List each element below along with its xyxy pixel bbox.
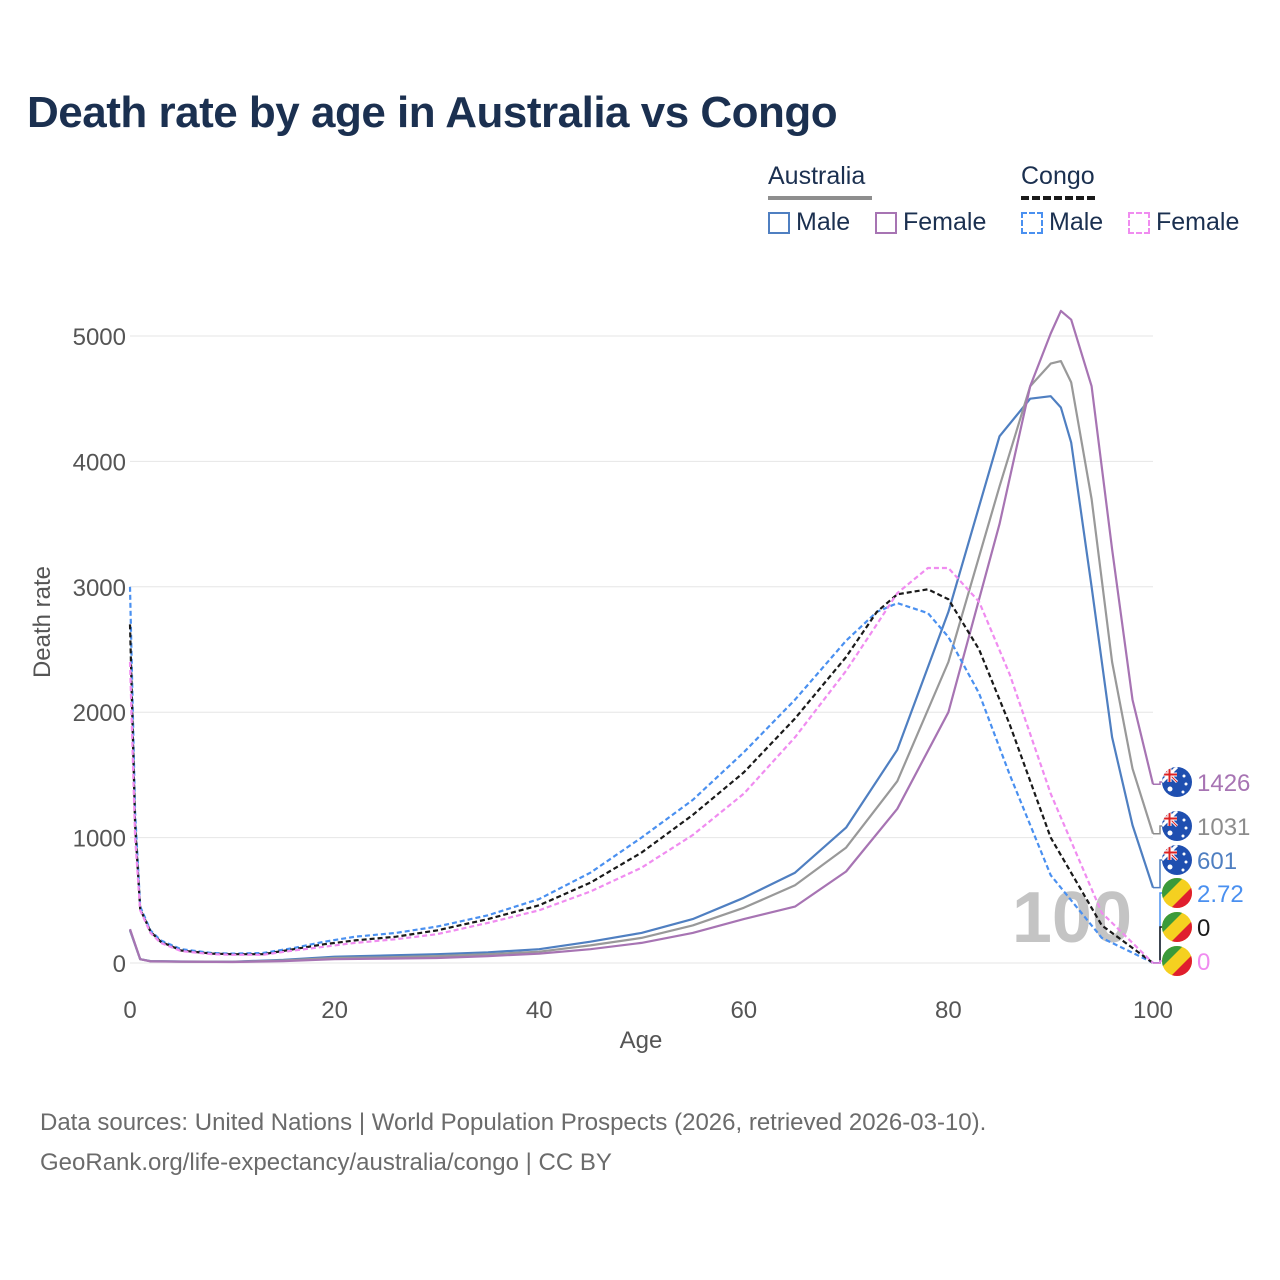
australia-flag-icon (1162, 767, 1192, 797)
x-tick-label: 100 (1133, 997, 1173, 1024)
chart-title: Death rate by age in Australia vs Congo (27, 88, 838, 137)
end-value-label: 1426 (1197, 770, 1250, 797)
y-axis-title: Death rate (29, 566, 56, 678)
legend-swatch-australia-male (768, 211, 790, 234)
congo-flag-icon (1162, 878, 1192, 908)
australia-flag-icon (1162, 811, 1192, 841)
end-value-label: 0 (1197, 949, 1210, 976)
legend-label-congo-male: Male (1049, 208, 1104, 236)
x-axis-title: Age (620, 1027, 663, 1054)
legend-label-congo-female: Female (1156, 208, 1240, 236)
australia-flag-icon (1162, 845, 1192, 875)
legend-group-line-congo (1021, 196, 1095, 200)
x-tick-label: 80 (935, 997, 962, 1024)
x-tick-label: 40 (526, 997, 553, 1024)
series-line-australia-female (128, 309, 1155, 964)
series-line-australia-both (128, 360, 1155, 964)
legend-item-congo-female[interactable]: Female (1128, 208, 1239, 237)
y-tick-label: 5000 (73, 324, 126, 351)
congo-flag-icon (1162, 946, 1192, 976)
y-tick-label: 3000 (73, 575, 126, 602)
legend-group-title-congo: Congo (1021, 162, 1095, 190)
legend-item-congo-male[interactable]: Male (1021, 208, 1103, 237)
congo-flag-icon (1162, 912, 1192, 942)
legend-group-australia: Australia Male Female (768, 162, 998, 242)
legend-group-congo: Congo Male Female (1021, 162, 1251, 242)
legend-swatch-australia-female (875, 211, 897, 234)
y-tick-label: 0 (113, 951, 126, 978)
series-line-congo-both (128, 588, 1154, 964)
legend-swatch-congo-male (1021, 211, 1043, 234)
current-age-watermark: 100 (1012, 878, 1132, 958)
series-line-congo-female (128, 566, 1154, 964)
end-value-label: 601 (1197, 848, 1237, 875)
legend-group-line-australia (768, 196, 872, 200)
end-value-label: 0 (1197, 915, 1210, 942)
y-tick-label: 1000 (73, 826, 126, 853)
y-tick-label: 4000 (73, 449, 126, 476)
y-tick-label: 2000 (73, 700, 126, 727)
source-line-2: GeoRank.org/life-expectancy/australia/co… (40, 1149, 612, 1176)
legend-label-australia-male: Male (796, 208, 851, 236)
legend-group-title-australia: Australia (768, 162, 866, 190)
end-value-label: 2.72 (1197, 881, 1244, 908)
legend-swatch-congo-female (1128, 211, 1150, 234)
legend-item-australia-male[interactable]: Male (768, 208, 850, 237)
x-tick-label: 20 (321, 997, 348, 1024)
source-line-1: Data sources: United Nations | World Pop… (40, 1109, 987, 1136)
legend-item-australia-female[interactable]: Female (875, 208, 986, 237)
x-tick-label: 0 (123, 997, 136, 1024)
x-tick-label: 60 (730, 997, 757, 1024)
series-line-australia-male (128, 395, 1155, 963)
legend-label-australia-female: Female (903, 208, 987, 236)
end-value-label: 1031 (1197, 814, 1250, 841)
series-line-congo-male (128, 586, 1154, 964)
